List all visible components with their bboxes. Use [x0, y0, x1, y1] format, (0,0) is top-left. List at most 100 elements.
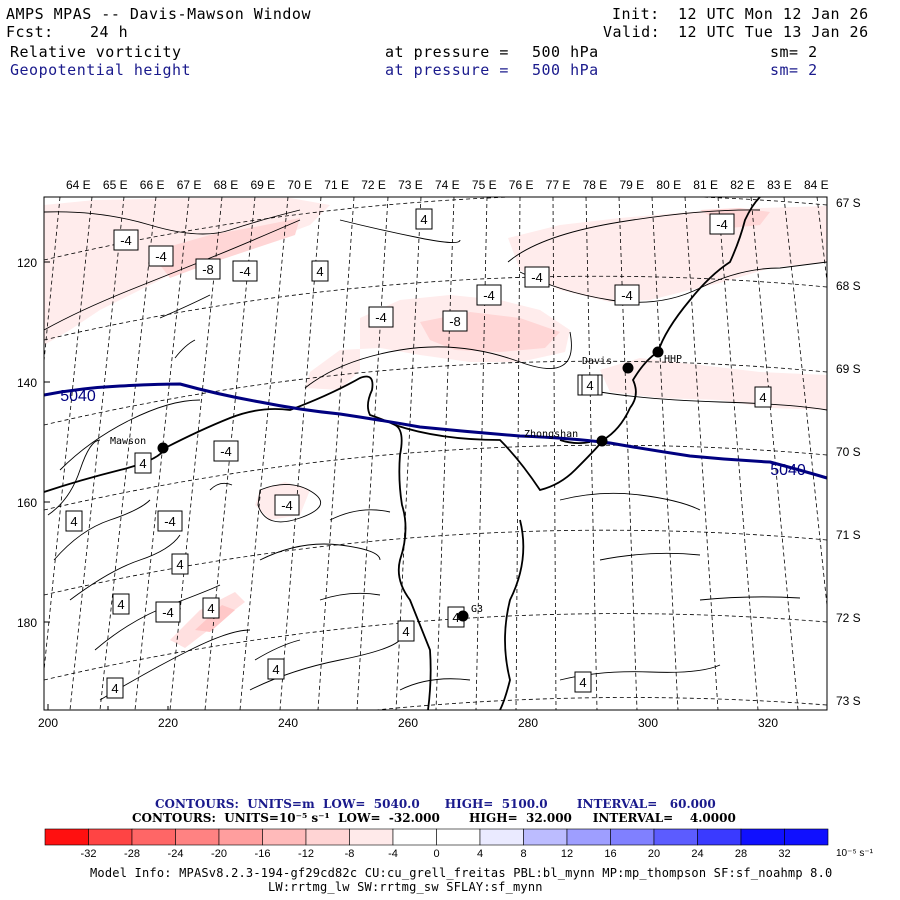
y-tick-labels: 120 140 160 180 [17, 256, 37, 630]
svg-text:-4: -4 [375, 310, 387, 325]
y-tick-label: 160 [17, 496, 37, 510]
plot-frame [43, 196, 828, 711]
svg-text:4: 4 [316, 264, 323, 279]
x-tick-label: 320 [758, 716, 778, 730]
lon-label: 67 E [177, 178, 202, 192]
y-tick-label: 120 [17, 256, 37, 270]
lon-label: 65 E [103, 178, 128, 192]
colorbar-segment [653, 828, 698, 846]
vorticity-label: -4 [232, 260, 258, 282]
svg-text:-8: -8 [449, 314, 461, 329]
field1-name: Relative vorticity [10, 43, 182, 61]
colorbar-segment [305, 828, 350, 846]
station-label: HHP [664, 354, 682, 365]
stations: Mawson Davis HHP Zhongshan G3 [110, 346, 682, 622]
svg-text:4: 4 [111, 681, 118, 696]
graticule [44, 197, 827, 710]
lon-labels: 64 E 65 E 66 E 67 E 68 E 69 E 70 E 71 E 72 E 73 E… [66, 178, 829, 192]
vorticity-label: -4 [213, 440, 239, 462]
model-info-line1: Model Info: MPASv8.2.3-194-gf29cd82c CU:… [90, 866, 833, 880]
field2-pressure-label: at pressure = [385, 61, 509, 79]
lon-label: 66 E [140, 178, 165, 192]
fcst-value: 24 h [90, 23, 129, 41]
vorticity-label: -8 [442, 310, 468, 332]
lon-label: 68 E [214, 178, 239, 192]
lon-label: 83 E [767, 178, 792, 192]
lon-label: 71 E [324, 178, 349, 192]
lon-label: 73 E [398, 178, 423, 192]
colorbar-segment [131, 828, 176, 846]
colorbar-segment [697, 828, 742, 846]
lon-label: 75 E [472, 178, 497, 192]
vorticity-label: 4 [171, 553, 189, 575]
lat-label: 70 S [836, 445, 861, 459]
vorticity-label: -4 [614, 284, 640, 306]
lon-label: 82 E [730, 178, 755, 192]
field2-name: Geopotential height [10, 61, 192, 79]
lon-label: 84 E [804, 178, 829, 192]
field2-pressure-value: 500 hPa [532, 61, 599, 79]
svg-text:4: 4 [176, 557, 183, 572]
vorticity-label: 4 [134, 452, 152, 474]
colorbar-segment [523, 828, 568, 846]
vorticity-label: 4 [311, 260, 329, 282]
vorticity-label: 4 [574, 671, 592, 693]
svg-text:-4: -4 [164, 514, 176, 529]
valid-value: 12 UTC Tue 13 Jan 26 [678, 23, 869, 41]
vorticity-labels: -4-4-8-44-4-8-4-4-4-44-4-4-4444-4444-444… [65, 208, 772, 699]
lon-label: 76 E [509, 178, 534, 192]
colorbar-segment [610, 828, 655, 846]
colorbar-segment [88, 828, 133, 846]
lon-label: 81 E [693, 178, 718, 192]
colorbar-ticks: -32 -28 -24 -20 -16 -12 -8 -4 0 4 8 12 16 20 24 28 32 [81, 848, 791, 860]
svg-text:4: 4 [117, 597, 124, 612]
lon-label: 77 E [546, 178, 571, 192]
svg-text:-8: -8 [202, 262, 214, 277]
vorticity-label: -4 [113, 229, 139, 251]
lon-label: 70 E [287, 178, 312, 192]
lon-label: 78 E [583, 178, 608, 192]
svg-text:-4: -4 [120, 233, 132, 248]
vorticity-label: 4 [202, 597, 220, 619]
height-contour-5040 [44, 382, 827, 480]
lon-label: 79 E [620, 178, 645, 192]
x-tick-label: 220 [158, 716, 178, 730]
colorbar-tick: 32 [778, 848, 790, 860]
lon-label: 64 E [66, 178, 91, 192]
vorticity-label: 4 [397, 620, 415, 642]
colorbar-tick: -12 [298, 848, 314, 860]
init-value: 12 UTC Mon 12 Jan 26 [678, 5, 869, 23]
init-label: Init: [612, 5, 660, 23]
svg-text:-4: -4 [155, 249, 167, 264]
x-tick-label: 260 [398, 716, 418, 730]
svg-text:-4: -4 [239, 264, 251, 279]
x-tick-label: 300 [638, 716, 658, 730]
lat-label: 72 S [836, 611, 861, 625]
colorbar-tick: 28 [735, 848, 747, 860]
svg-text:4: 4 [420, 212, 427, 227]
field1-pressure-label: at pressure = [385, 43, 509, 61]
x-tick-labels: 200 220 240 260 280 300 320 [38, 716, 778, 730]
station-hhp: HHP [652, 346, 682, 365]
svg-text:4: 4 [207, 601, 214, 616]
station-label: G3 [471, 604, 483, 615]
colorbar-tick: 12 [561, 848, 573, 860]
svg-text:4: 4 [586, 378, 593, 393]
lon-label: 80 E [656, 178, 681, 192]
colorbar-segment [436, 828, 481, 846]
vorticity-contours-info: CONTOURS: UNITS=10⁻⁵ s⁻¹ LOW= -32.000 HI… [132, 811, 736, 825]
y-tick-label: 180 [17, 616, 37, 630]
colorbar-tick: -4 [388, 848, 398, 860]
svg-text:4: 4 [139, 456, 146, 471]
colorbar-tick: -16 [255, 848, 271, 860]
vorticity-label: 4 [415, 208, 433, 230]
field2-sm: sm= 2 [770, 61, 818, 79]
lon-label: 69 E [251, 178, 276, 192]
vorticity-label: -4 [524, 266, 550, 288]
colorbar-segment [784, 828, 829, 846]
station-zhongshan: Zhongshan [524, 429, 608, 447]
vorticity-label: 4 [65, 510, 83, 532]
colorbar-tick: -24 [168, 848, 184, 860]
vorticity-label: -4 [368, 306, 394, 328]
y-tick-label: 140 [17, 376, 37, 390]
